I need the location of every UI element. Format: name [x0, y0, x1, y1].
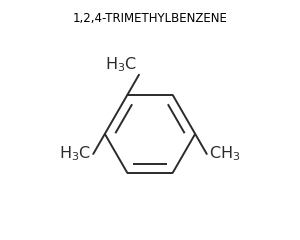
Text: $\mathregular{H_3C}$: $\mathregular{H_3C}$	[105, 55, 137, 74]
Text: $\mathregular{CH_3}$: $\mathregular{CH_3}$	[208, 144, 240, 163]
Text: 1,2,4-TRIMETHYLBENZENE: 1,2,4-TRIMETHYLBENZENE	[73, 12, 227, 25]
Text: $\mathregular{H_3C}$: $\mathregular{H_3C}$	[59, 144, 92, 163]
